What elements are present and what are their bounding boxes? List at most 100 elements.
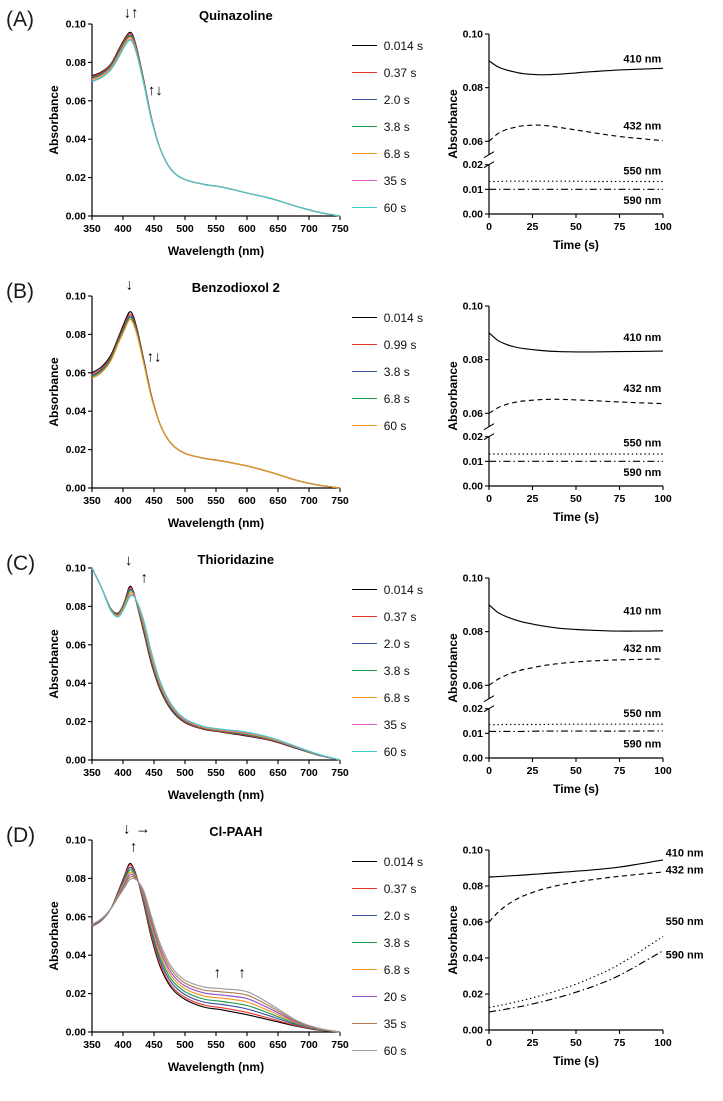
legend-line-swatch — [351, 99, 377, 100]
legend-label: 6.8 s — [383, 962, 410, 977]
legend-line-swatch — [351, 724, 377, 725]
series-550-nm — [488, 723, 663, 726]
y-tick-label: 0.06 — [463, 680, 484, 692]
legend-line-swatch — [351, 670, 377, 671]
legend-item: 3.8 s — [351, 113, 431, 140]
series-550-nm — [488, 935, 664, 1009]
legend-label: 6.8 s — [383, 391, 410, 406]
spectra-chart-c: 350 400 450 500 550 600 650 700 750 Wavelength (n… — [47, 552, 349, 802]
series-410-nm — [488, 604, 664, 632]
y-tick-label: 0.02 — [65, 988, 86, 1000]
annotation-arrow: ↑↓ — [146, 348, 161, 365]
series-20-s — [91, 873, 340, 1033]
series-410-nm — [488, 60, 664, 76]
series-6.8-s — [91, 871, 340, 1033]
x-tick-label: 650 — [269, 223, 287, 235]
chart-title: Benzodioxol 2 — [191, 280, 279, 295]
panel-c: (C) 350 400 450 500 550 600 650 700 750 Wavelengt… — [6, 550, 721, 822]
legend-line-swatch — [351, 589, 377, 590]
x-tick-label: 350 — [83, 495, 101, 507]
y-tick-label: 0.08 — [463, 82, 484, 94]
legend-item: 0.37 s — [351, 603, 431, 630]
y-tick-label: 0.06 — [463, 408, 484, 420]
legend-item: 35 s — [351, 1010, 431, 1037]
y-tick-label: 0.06 — [65, 95, 86, 107]
x-tick-label: 450 — [145, 223, 163, 235]
x-tick-label: 50 — [570, 493, 582, 505]
legend-item: 3.8 s — [351, 657, 431, 684]
annotation-arrow: ↑ — [213, 964, 221, 981]
chart-title: Thioridazine — [197, 552, 274, 567]
series-35-s — [91, 875, 340, 1033]
legend-label: 0.99 s — [383, 337, 417, 352]
x-tick-label: 600 — [238, 495, 256, 507]
legend-label: 35 s — [383, 173, 407, 188]
x-axis-title: Wavelength (nm) — [168, 1060, 264, 1074]
legend-item: 2.0 s — [351, 630, 431, 657]
x-tick-label: 25 — [527, 1037, 539, 1049]
legend-line-swatch — [351, 996, 377, 997]
trace-label: 432 nm — [623, 643, 661, 655]
legend-line-swatch — [351, 697, 377, 698]
annotation-arrow: ↑ — [140, 569, 148, 586]
legend-line-swatch — [351, 751, 377, 752]
legend-b: 0.014 s 0.99 s 3.8 s 6.8 s 60 s — [351, 278, 431, 439]
panel-b: (B) 350 400 450 500 550 600 650 700 750 Wavelengt… — [6, 278, 721, 550]
chart-title: Cl-PAAH — [209, 824, 262, 839]
series-432-nm — [488, 658, 664, 686]
y-tick-label: 0.00 — [463, 1025, 484, 1037]
y-tick-label: 0.00 — [65, 211, 86, 223]
y-tick-label: 0.06 — [65, 367, 86, 379]
legend-label: 60 s — [383, 200, 407, 215]
y-tick-label: 0.02 — [463, 703, 484, 715]
series-0.37-s — [91, 864, 340, 1033]
x-tick-label: 25 — [527, 221, 539, 233]
x-tick-label: 25 — [527, 765, 539, 777]
legend-item: 60 s — [351, 194, 431, 221]
annotation-arrow: ↓↑ — [123, 6, 138, 21]
x-tick-label: 100 — [654, 765, 672, 777]
series-0.37-s — [91, 32, 340, 217]
legend-d: 0.014 s 0.37 s 2.0 s 3.8 s 6.8 s 20 s 35 s 60 s — [351, 822, 431, 1064]
legend-item: 0.014 s — [351, 848, 431, 875]
y-tick-label: 0.02 — [463, 431, 484, 443]
spectra-chart-b: 350 400 450 500 550 600 650 700 750 Wavelength (n… — [47, 278, 349, 530]
series-6.8-s — [91, 567, 340, 761]
panel-label-c: (C) — [6, 552, 36, 575]
x-tick-label: 350 — [83, 223, 101, 235]
series-410-nm — [488, 332, 664, 353]
legend-label: 0.014 s — [383, 582, 424, 597]
x-tick-label: 400 — [114, 223, 132, 235]
series-432-nm — [488, 124, 664, 142]
x-axis-title: Time (s) — [553, 1054, 599, 1068]
legend-label: 0.37 s — [383, 881, 417, 896]
series-3.8-s — [91, 35, 340, 217]
y-tick-label: 0.08 — [65, 57, 86, 69]
legend-item: 2.0 s — [351, 86, 431, 113]
legend-label: 3.8 s — [383, 663, 410, 678]
legend-label: 3.8 s — [383, 364, 410, 379]
legend-item: 0.37 s — [351, 875, 431, 902]
panel-d: (D) 350 400 450 500 550 600 650 700 750 Wavelengt… — [6, 822, 721, 1094]
series-590-nm — [489, 730, 664, 732]
y-tick-label: 0.00 — [65, 1027, 86, 1039]
trace-label: 590 nm — [623, 467, 661, 479]
trace-label: 410 nm — [623, 332, 661, 344]
legend-label: 0.014 s — [383, 310, 424, 325]
x-tick-label: 500 — [176, 223, 194, 235]
trace-label: 410 nm — [666, 848, 704, 860]
x-tick-label: 400 — [114, 1039, 132, 1051]
legend-line-swatch — [351, 207, 377, 208]
y-axis-title: Absorbance — [446, 361, 460, 431]
legend-item: 3.8 s — [351, 929, 431, 956]
legend-label: 60 s — [383, 1043, 407, 1058]
legend-line-swatch — [351, 888, 377, 889]
trace-label: 410 nm — [623, 606, 661, 618]
y-tick-label: 0.01 — [463, 184, 484, 196]
legend-item: 6.8 s — [351, 956, 431, 983]
annotation-arrow: ↓ — [125, 278, 133, 293]
x-tick-label: 100 — [654, 221, 672, 233]
y-tick-label: 0.10 — [463, 845, 484, 857]
series-3.8-s — [91, 315, 340, 489]
y-tick-label: 0.10 — [65, 563, 86, 575]
